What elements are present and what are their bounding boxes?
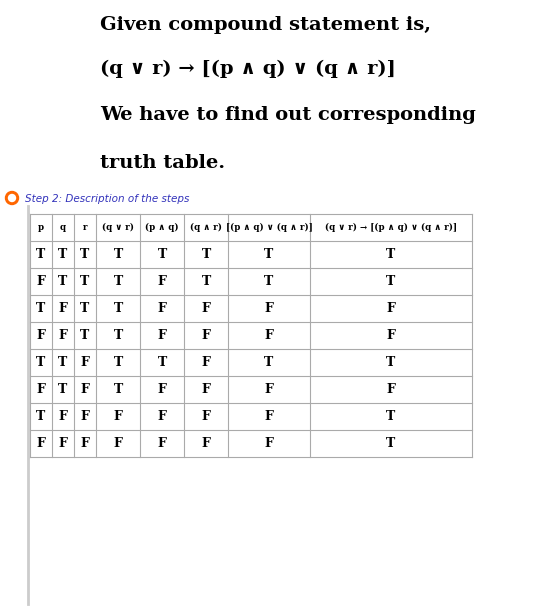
Text: F: F — [37, 383, 45, 396]
Text: T: T — [81, 302, 90, 315]
Text: T: T — [81, 275, 90, 288]
Text: T: T — [36, 302, 45, 315]
Text: F: F — [58, 437, 68, 450]
Text: F: F — [81, 356, 89, 369]
Text: F: F — [157, 329, 167, 342]
Text: T: T — [201, 248, 210, 261]
Text: F: F — [81, 410, 89, 423]
Text: (q ∨ r): (q ∨ r) — [102, 223, 134, 232]
Text: T: T — [36, 356, 45, 369]
Text: T: T — [36, 248, 45, 261]
Text: F: F — [202, 410, 210, 423]
Text: (p ∧ q): (p ∧ q) — [145, 223, 179, 232]
Text: F: F — [202, 383, 210, 396]
Text: (q ∨ r) → [(p ∧ q) ∨ (q ∧ r)]: (q ∨ r) → [(p ∧ q) ∨ (q ∧ r)] — [325, 223, 457, 232]
Text: T: T — [386, 410, 395, 423]
Text: truth table.: truth table. — [100, 154, 225, 172]
Text: F: F — [157, 437, 167, 450]
Text: T: T — [114, 329, 123, 342]
Circle shape — [9, 195, 16, 201]
Text: F: F — [387, 302, 395, 315]
Text: T: T — [58, 356, 68, 369]
Text: F: F — [157, 275, 167, 288]
Text: F: F — [81, 383, 89, 396]
Text: T: T — [265, 248, 274, 261]
Text: T: T — [157, 248, 167, 261]
Text: F: F — [202, 302, 210, 315]
Text: F: F — [58, 410, 68, 423]
Text: F: F — [265, 410, 273, 423]
Text: T: T — [81, 248, 90, 261]
Text: Given compound statement is,: Given compound statement is, — [100, 16, 431, 34]
Text: F: F — [202, 356, 210, 369]
Text: F: F — [157, 383, 167, 396]
Text: T: T — [114, 248, 123, 261]
Text: T: T — [58, 275, 68, 288]
Text: T: T — [114, 383, 123, 396]
Text: T: T — [157, 356, 167, 369]
Circle shape — [5, 192, 18, 204]
Text: T: T — [386, 275, 395, 288]
Text: F: F — [265, 437, 273, 450]
Text: F: F — [37, 329, 45, 342]
Text: F: F — [265, 302, 273, 315]
Text: F: F — [37, 275, 45, 288]
Text: T: T — [81, 329, 90, 342]
Text: T: T — [114, 275, 123, 288]
Text: We have to find out corresponding: We have to find out corresponding — [100, 106, 476, 124]
Text: F: F — [387, 383, 395, 396]
Text: F: F — [114, 437, 122, 450]
Text: r: r — [83, 223, 87, 232]
Text: F: F — [37, 437, 45, 450]
Text: Step 2: Description of the steps: Step 2: Description of the steps — [25, 194, 189, 204]
Text: F: F — [157, 410, 167, 423]
Text: F: F — [387, 329, 395, 342]
Text: T: T — [201, 275, 210, 288]
Text: F: F — [202, 329, 210, 342]
Text: F: F — [58, 329, 68, 342]
Text: T: T — [386, 356, 395, 369]
Text: T: T — [114, 356, 123, 369]
Bar — [30, 214, 472, 457]
Text: p: p — [38, 223, 44, 232]
Text: T: T — [36, 410, 45, 423]
Text: F: F — [202, 437, 210, 450]
Text: T: T — [265, 275, 274, 288]
Text: T: T — [58, 383, 68, 396]
Text: q: q — [60, 223, 66, 232]
Text: (q ∨ r) → [(p ∧ q) ∨ (q ∧ r)]: (q ∨ r) → [(p ∧ q) ∨ (q ∧ r)] — [100, 60, 396, 78]
Text: T: T — [114, 302, 123, 315]
Text: F: F — [58, 302, 68, 315]
Text: F: F — [157, 302, 167, 315]
Text: F: F — [265, 329, 273, 342]
Text: (q ∧ r): (q ∧ r) — [190, 223, 222, 232]
Text: T: T — [386, 248, 395, 261]
Text: F: F — [81, 437, 89, 450]
Text: T: T — [58, 248, 68, 261]
Text: T: T — [265, 356, 274, 369]
Text: [(p ∧ q) ∨ (q ∧ r)]: [(p ∧ q) ∨ (q ∧ r)] — [226, 223, 313, 232]
Text: F: F — [265, 383, 273, 396]
Text: T: T — [386, 437, 395, 450]
Text: F: F — [114, 410, 122, 423]
